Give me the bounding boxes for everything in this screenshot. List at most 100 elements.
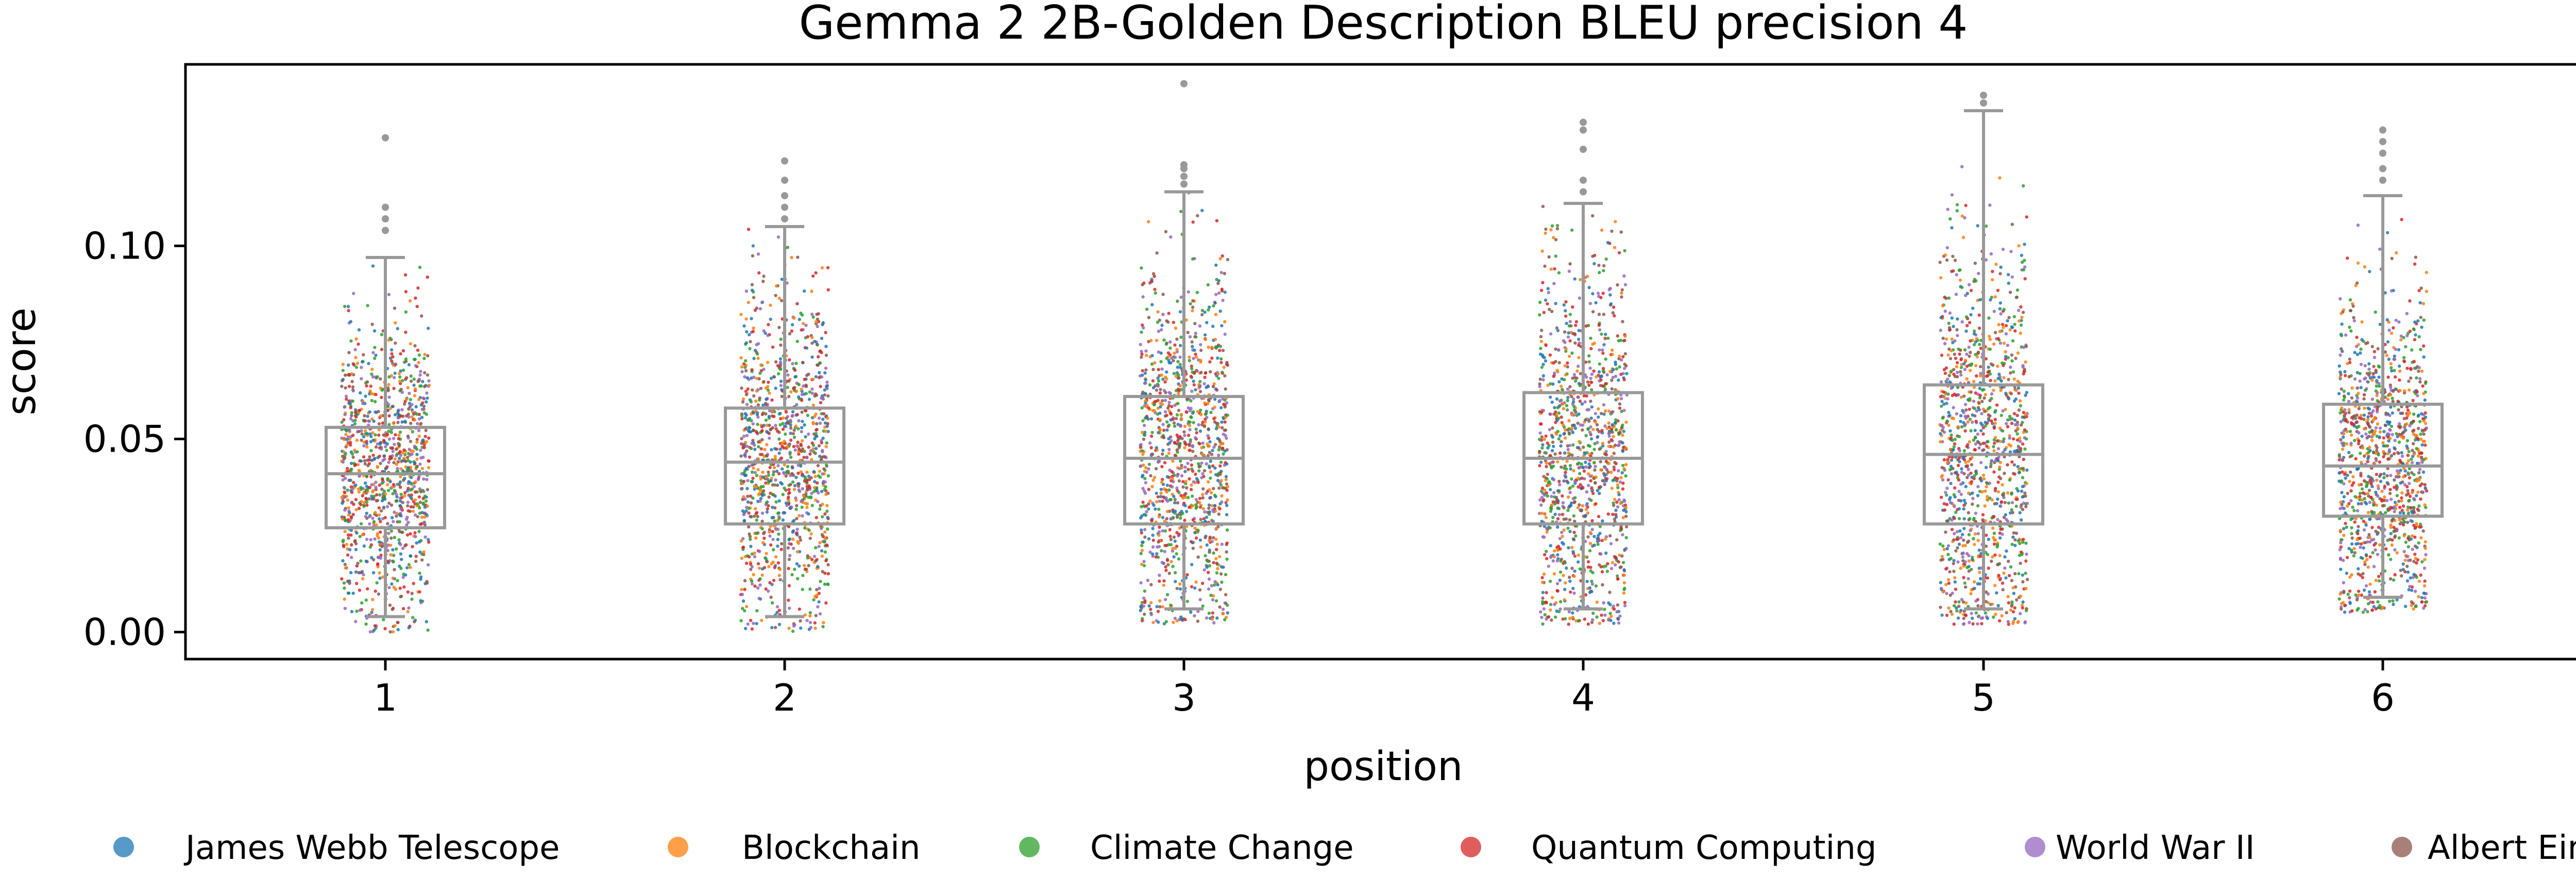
strip-point	[1194, 388, 1197, 392]
strip-point	[1207, 399, 1211, 403]
strip-point	[367, 497, 371, 501]
strip-point	[364, 429, 367, 433]
strip-point	[1168, 392, 1173, 395]
strip-point	[2004, 332, 2008, 336]
strip-point	[767, 323, 770, 326]
strip-point	[1985, 533, 1988, 537]
strip-point	[776, 544, 779, 548]
strip-point	[1961, 600, 1965, 604]
strip-point	[1187, 468, 1190, 471]
strip-point	[1555, 369, 1559, 372]
strip-point	[387, 414, 391, 418]
strip-point	[774, 555, 778, 559]
strip-point	[1212, 487, 1215, 490]
strip-point	[1599, 411, 1603, 416]
strip-point	[1547, 255, 1551, 259]
strip-point	[2001, 429, 2005, 433]
strip-point	[417, 361, 420, 365]
strip-point	[2015, 438, 2020, 442]
strip-point	[792, 387, 795, 390]
strip-point	[1572, 530, 1576, 534]
strip-point	[2025, 391, 2028, 394]
strip-point	[1571, 484, 1575, 488]
strip-point	[1220, 500, 1224, 504]
strip-point	[1223, 374, 1227, 378]
strip-point	[792, 519, 796, 522]
strip-point	[1557, 271, 1561, 274]
strip-point	[1941, 416, 1944, 420]
strip-point	[760, 438, 764, 442]
strip-point	[379, 520, 382, 524]
strip-point	[1621, 463, 1625, 468]
strip-point	[2015, 413, 2019, 417]
strip-point	[741, 400, 745, 404]
strip-point	[772, 579, 776, 582]
strip-point	[414, 480, 417, 484]
strip-point	[368, 432, 372, 436]
strip-point	[1941, 478, 1945, 482]
strip-point	[1586, 560, 1590, 564]
strip-point	[1195, 477, 1199, 480]
strip-point	[1567, 324, 1571, 327]
strip-point	[1623, 548, 1626, 551]
strip-point	[1172, 421, 1176, 425]
strip-point	[412, 505, 415, 509]
strip-point	[743, 366, 747, 369]
strip-point	[1567, 419, 1571, 423]
strip-point	[404, 310, 408, 314]
strip-point	[1538, 464, 1541, 468]
strip-point	[815, 516, 818, 520]
strip-point	[377, 506, 381, 510]
strip-point	[1585, 580, 1589, 583]
strip-point	[1610, 229, 1614, 233]
strip-point	[743, 416, 747, 420]
strip-point	[1226, 498, 1229, 502]
strip-point	[2014, 356, 2018, 360]
strip-point	[2017, 408, 2021, 412]
strip-point	[1549, 454, 1552, 457]
strip-point	[373, 346, 377, 349]
strip-point	[787, 394, 791, 399]
strip-point	[346, 591, 350, 595]
strip-point	[1204, 554, 1207, 558]
strip-point	[1596, 537, 1599, 541]
strip-point	[1623, 604, 1627, 608]
strip-point	[771, 506, 774, 509]
strip-point	[1175, 413, 1179, 417]
strip-point	[1179, 587, 1182, 591]
strip-point	[1144, 381, 1147, 385]
strip-point	[426, 504, 429, 508]
strip-point	[359, 391, 362, 395]
strip-point	[801, 514, 804, 517]
strip-point	[1588, 531, 1592, 534]
strip-point	[1538, 313, 1541, 317]
strip-point	[1588, 586, 1592, 590]
strip-point	[1603, 613, 1607, 617]
strip-point	[1573, 496, 1577, 499]
strip-point	[816, 355, 820, 359]
strip-point	[768, 409, 772, 412]
strip-point	[365, 380, 369, 384]
strip-point	[1200, 461, 1204, 465]
strip-point	[359, 559, 363, 563]
strip-point	[359, 503, 363, 507]
strip-point	[1140, 406, 1144, 410]
strip-point	[799, 626, 803, 630]
strip-point	[401, 478, 405, 482]
strip-point	[1161, 529, 1164, 533]
strip-point	[792, 316, 796, 320]
strip-point	[365, 500, 369, 504]
strip-point	[2012, 619, 2015, 624]
strip-point	[755, 474, 759, 477]
strip-point	[1568, 616, 1572, 620]
strip-point	[1195, 355, 1198, 359]
strip-point	[1225, 557, 1229, 561]
strip-point	[1541, 622, 1545, 626]
strip-point	[1162, 583, 1165, 587]
strip-point	[811, 274, 815, 278]
strip-point	[1144, 466, 1148, 470]
strip-point	[407, 606, 411, 610]
strip-point	[1157, 540, 1160, 544]
strip-point	[1617, 251, 1621, 254]
strip-point	[388, 480, 392, 484]
